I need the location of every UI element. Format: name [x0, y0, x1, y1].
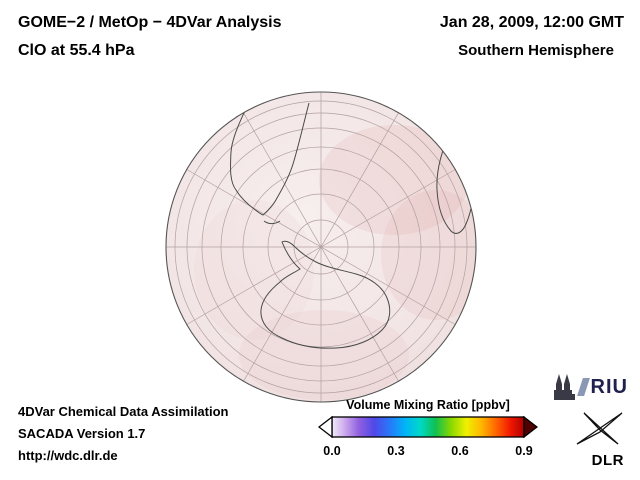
footer-assimilation-label: 4DVar Chemical Data Assimilation	[18, 404, 229, 419]
riu-logo: RIU	[553, 374, 628, 400]
coastline-africa	[436, 129, 476, 234]
riu-logo-text: RIU	[590, 376, 628, 398]
colorbar-tick-0: 0.0	[323, 444, 341, 458]
colorbar-left-arrow	[317, 415, 333, 439]
coastline-antarctica	[260, 240, 391, 349]
header-left: GOME−2 / MetOp − 4DVar Analysis ClO at 5…	[18, 12, 282, 62]
footer-version-label: SACADA Version 1.7	[18, 426, 146, 441]
globe-svg	[165, 91, 477, 403]
colorbar-tick-1: 0.3	[387, 444, 405, 458]
footer-url-label: http://wdc.dlr.de	[18, 448, 118, 463]
riu-slash-mark	[576, 378, 590, 396]
dlr-logo: DLR	[572, 410, 624, 469]
colorbar-tick-2: 0.6	[451, 444, 469, 458]
cathedral-icon	[553, 374, 575, 400]
date-label: Jan 28, 2009, 12:00 GMT	[439, 14, 624, 31]
colorbar-svg	[317, 415, 539, 439]
globe-map	[164, 90, 478, 404]
page-subtitle: ClO at 55.4 hPa	[18, 42, 135, 59]
coastline-tierra-del-fuego	[263, 220, 281, 225]
colorbar	[317, 415, 539, 439]
clo-shading	[194, 125, 476, 400]
dlr-logo-text: DLR	[591, 452, 624, 469]
coastline-south-america	[230, 97, 310, 216]
colorbar-right-arrow	[523, 415, 539, 439]
hemisphere-label: Southern Hemisphere	[458, 42, 614, 59]
colorbar-gradient	[331, 416, 525, 438]
dlr-emblem-icon	[576, 412, 623, 445]
colorbar-title: Volume Mixing Ratio [ppbv]	[346, 398, 510, 412]
globe-limb	[165, 91, 477, 403]
header-right: Jan 28, 2009, 12:00 GMT Southern Hemisph…	[440, 12, 624, 62]
coastlines	[230, 97, 476, 349]
colorbar-tick-3: 0.9	[515, 444, 533, 458]
graticule	[166, 92, 476, 402]
page-title: GOME−2 / MetOp − 4DVar Analysis	[18, 14, 282, 31]
